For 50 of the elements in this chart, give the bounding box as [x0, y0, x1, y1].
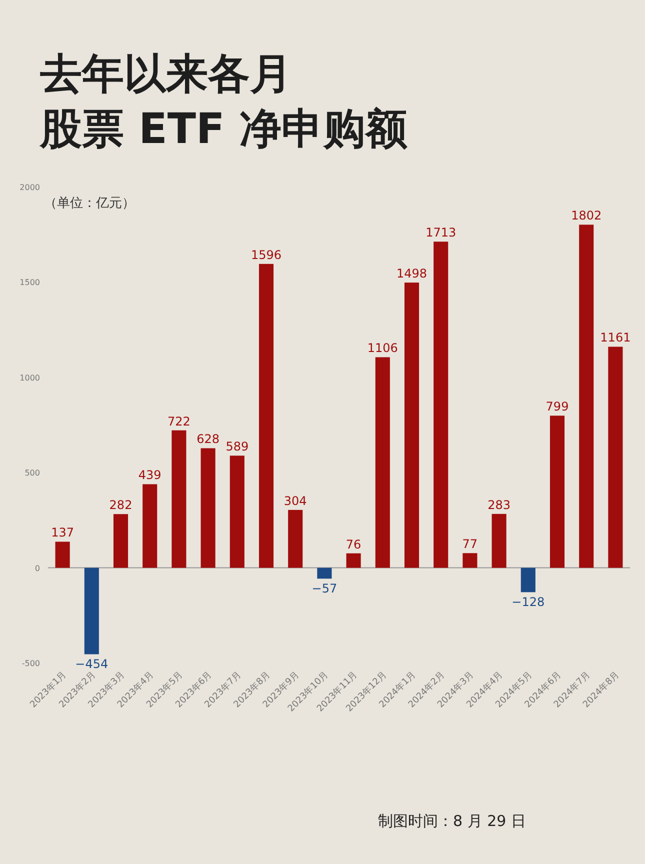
data-label: −57 — [312, 582, 338, 596]
data-label: 439 — [138, 468, 162, 482]
bar — [462, 553, 478, 568]
bar — [375, 357, 390, 568]
data-label: 282 — [109, 498, 132, 512]
bar — [579, 224, 594, 568]
title: 股票 ETF 净申购额 — [40, 104, 408, 153]
bar — [113, 514, 128, 568]
data-label: −128 — [512, 595, 545, 610]
data-label: 722 — [167, 414, 190, 428]
data-label: −454 — [75, 657, 108, 672]
data-label: 1106 — [367, 341, 398, 356]
bar — [230, 456, 244, 568]
title: 去年以来各月 — [40, 49, 292, 98]
bar — [288, 510, 303, 568]
data-label: 1713 — [426, 226, 456, 240]
y-tick-label: 1500 — [20, 278, 40, 288]
data-label: 304 — [284, 494, 307, 508]
data-label: 799 — [546, 400, 569, 414]
data-label: 77 — [462, 537, 478, 552]
bar — [404, 282, 420, 568]
data-label: 137 — [51, 526, 74, 540]
bar — [346, 553, 361, 568]
data-label: 283 — [488, 498, 511, 512]
bar — [550, 416, 565, 568]
y-tick-label: 2000 — [20, 183, 40, 192]
bar — [317, 568, 332, 579]
bar — [608, 346, 623, 568]
data-label: 1802 — [571, 208, 602, 223]
bar — [200, 448, 216, 568]
bar — [84, 568, 99, 654]
bar — [492, 514, 506, 568]
y-tick-label: 500 — [24, 468, 40, 478]
data-label: 1498 — [396, 266, 428, 281]
bar — [434, 242, 448, 568]
bar — [55, 542, 70, 568]
data-label: 1161 — [600, 330, 631, 345]
y-tick-label: 1000 — [20, 373, 40, 382]
bar — [142, 484, 158, 568]
data-label: 589 — [226, 440, 249, 454]
bar — [520, 568, 536, 592]
bar — [172, 430, 186, 568]
bar — [258, 264, 274, 568]
data-label: 1596 — [250, 248, 282, 262]
y-tick-label: -500 — [22, 659, 40, 668]
data-label: 628 — [196, 432, 220, 446]
text: （单位：亿元） — [44, 196, 135, 211]
data-label: 76 — [346, 537, 362, 552]
text: 制图时间：8 月 29 日 — [378, 812, 526, 830]
y-tick-label: 0 — [34, 564, 40, 573]
